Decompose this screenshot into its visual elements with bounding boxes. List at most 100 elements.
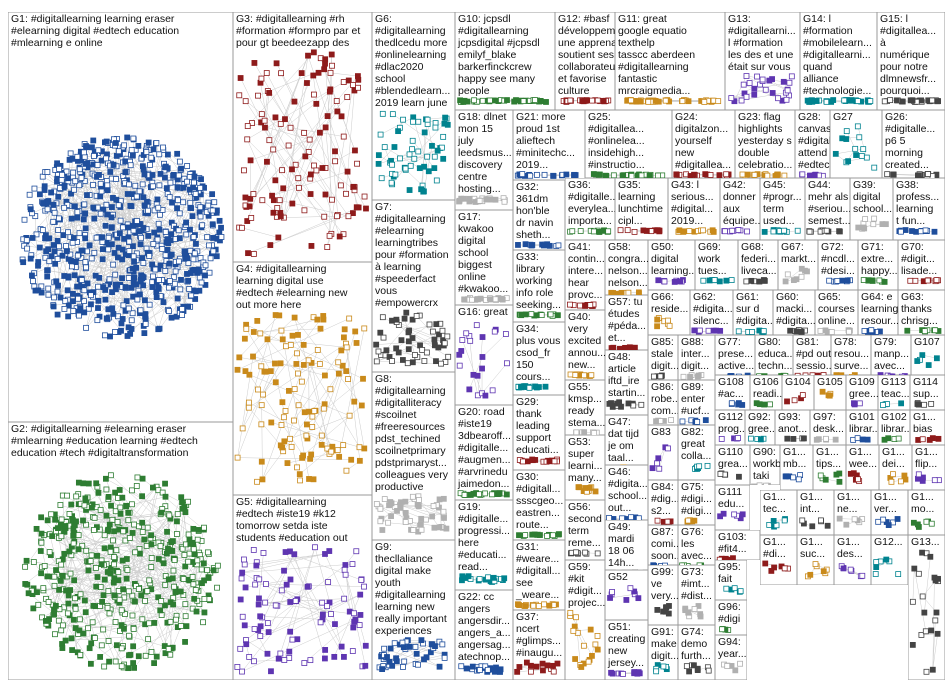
node [519, 458, 526, 465]
node [441, 120, 448, 127]
node [391, 640, 398, 647]
node [380, 334, 387, 341]
node [341, 334, 347, 341]
node [36, 191, 43, 198]
edge [110, 475, 187, 545]
edge [249, 374, 350, 416]
node [241, 556, 247, 563]
node [139, 181, 146, 188]
node [657, 373, 664, 380]
node [760, 277, 767, 283]
node [735, 328, 742, 335]
node [160, 560, 167, 567]
group-label: G49: [608, 521, 631, 533]
node [537, 532, 543, 538]
node [292, 597, 299, 604]
node [29, 235, 36, 241]
node [139, 163, 146, 170]
node [533, 312, 540, 319]
group-label: #digitallea... [675, 159, 731, 171]
node [295, 332, 301, 338]
node [406, 187, 413, 193]
group-label: taki [753, 470, 769, 482]
node [253, 562, 260, 569]
node [713, 327, 720, 334]
node [735, 400, 742, 406]
node [610, 345, 616, 350]
node [346, 412, 353, 419]
group-label: canvaslms [798, 123, 848, 135]
node [123, 251, 129, 258]
node [248, 214, 255, 221]
node [119, 494, 126, 501]
node [27, 206, 34, 213]
edge [251, 122, 310, 140]
group-label: #péda... [608, 320, 646, 332]
node [928, 401, 935, 407]
node [909, 228, 915, 234]
node [362, 662, 369, 669]
node [855, 224, 862, 231]
node [865, 277, 872, 284]
node [871, 215, 878, 222]
edge [265, 598, 345, 603]
node [24, 581, 31, 588]
node [250, 251, 257, 257]
node [153, 294, 160, 301]
node [258, 363, 265, 370]
node [673, 171, 680, 178]
node [445, 353, 452, 360]
group-label: sup... [913, 388, 939, 400]
node [511, 98, 518, 105]
group-box: G41:contin...intere...hearprovc... [565, 240, 605, 310]
node [798, 273, 805, 280]
node [185, 498, 191, 505]
node [90, 137, 97, 144]
group-label: _weare... [515, 589, 559, 601]
node [341, 326, 348, 333]
box [795, 110, 830, 178]
edge [254, 628, 268, 654]
node [439, 327, 446, 334]
node [246, 399, 252, 406]
node [496, 490, 502, 497]
group-label: #digitallea... [880, 25, 936, 37]
node [764, 172, 771, 178]
node [119, 275, 125, 282]
node [43, 235, 49, 242]
node [665, 445, 671, 452]
node [159, 246, 166, 252]
group-label: alieftech [516, 135, 555, 147]
node [309, 424, 316, 430]
box [648, 525, 678, 565]
group-label: une apprenante [558, 37, 632, 49]
edge [835, 148, 864, 155]
group-label: p6 5 [885, 135, 906, 147]
node [409, 335, 416, 341]
node [125, 305, 132, 312]
group-label: G52 [608, 571, 628, 583]
node [107, 169, 114, 175]
node [375, 152, 382, 159]
group-label: G10: jcpsdl [458, 13, 511, 25]
node [439, 641, 446, 648]
group-label: yesterday s [738, 135, 792, 147]
group-label: 18 06 [608, 545, 634, 557]
node [654, 316, 661, 323]
node [388, 513, 394, 520]
node [762, 86, 769, 93]
node [456, 198, 462, 205]
node [860, 146, 867, 153]
node [209, 221, 216, 228]
node [129, 530, 136, 536]
node [591, 430, 598, 435]
node [36, 244, 43, 251]
node [202, 262, 209, 269]
node [106, 658, 112, 665]
node [110, 261, 117, 268]
node [635, 290, 642, 295]
node [373, 501, 380, 507]
node [237, 75, 244, 81]
node [70, 540, 77, 547]
